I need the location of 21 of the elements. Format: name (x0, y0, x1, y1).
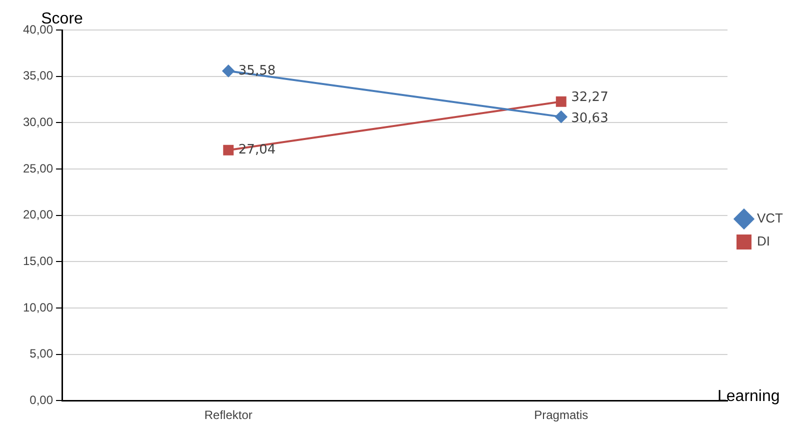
y-tick-label: 20,00 (23, 208, 54, 222)
y-tick-label: 15,00 (23, 254, 54, 268)
y-tick-label: 35,00 (23, 68, 54, 83)
data-label: 30,63 (571, 111, 608, 126)
y-tick-label: 30,00 (23, 114, 54, 129)
point (222, 64, 234, 77)
y-tick-label: 25,00 (23, 161, 54, 176)
y-tick-label: 10,00 (23, 300, 54, 314)
data-label: 35,58 (238, 63, 276, 78)
x-axis-title: Learning (718, 388, 780, 406)
y-tick-label: 5,00 (30, 346, 54, 361)
legend-label: VCT (757, 210, 784, 226)
data-label: 27,04 (238, 142, 276, 158)
x-tick-label: Reflektor (204, 408, 252, 422)
legend-label: DI (757, 234, 770, 249)
y-tick-label: 0,00 (30, 392, 54, 407)
data-label: 32,27 (571, 90, 608, 105)
x-tick-label: Pragmatis (534, 408, 588, 422)
point (223, 144, 234, 156)
point (556, 96, 566, 107)
point (555, 110, 568, 123)
